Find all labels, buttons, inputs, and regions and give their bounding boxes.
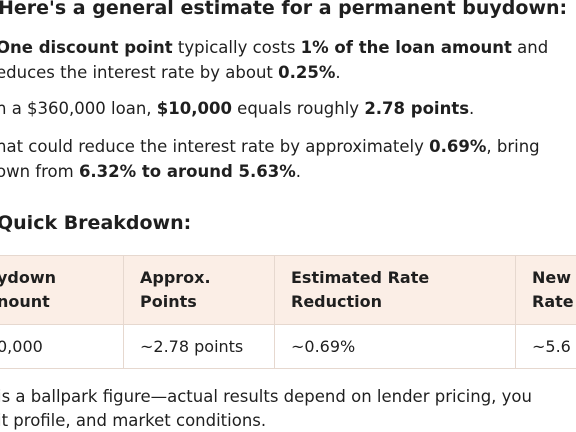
header-text: Estimated Rate (291, 268, 430, 287)
header-cell: ydown nount (0, 255, 124, 325)
bold-text: One discount point (0, 38, 173, 57)
bold-text: 0.69% (429, 137, 487, 156)
text: . (295, 162, 302, 181)
section-title: Quick Breakdown: (0, 212, 192, 234)
text-line: own from 6.32% to around 5.63%. (0, 162, 301, 181)
table-cell: ~2.78 points (123, 324, 275, 369)
text: equals roughly (231, 99, 365, 118)
header-cell: Approx. Points (123, 255, 275, 325)
table-cell: ~5.6 (515, 324, 576, 369)
header-cell: Estimated Rate Reduction (274, 255, 516, 325)
bold-text: 0.25% (278, 63, 336, 82)
text: own from (0, 162, 79, 181)
text-line: hat could reduce the interest rate by ap… (0, 137, 540, 156)
header-cell: New Rate (515, 255, 576, 325)
text-line: educes the interest rate by about 0.25%. (0, 63, 341, 82)
header-text: Points (140, 292, 197, 311)
text: . (469, 99, 475, 118)
header-text: Reduction (291, 292, 383, 311)
footer-line: it profile, and market conditions. (0, 411, 267, 430)
text: , bring (486, 137, 540, 156)
table-cell: 0,000 (0, 324, 124, 369)
header-text: nount (0, 292, 50, 311)
text-line: One discount point typically costs 1% of… (0, 38, 548, 57)
text: typically costs (172, 38, 301, 57)
text-line: n a $360,000 loan, $10,000 equals roughl… (0, 99, 474, 118)
text: and (511, 38, 549, 57)
table-row: 0,000 ~2.78 points ~0.69% ~5.6 (0, 324, 576, 369)
text: n a $360,000 loan, (0, 99, 157, 118)
bold-text: 1% of the loan amount (300, 38, 512, 57)
header-text: New (532, 268, 572, 287)
header-text: Approx. (140, 268, 211, 287)
footer-line: is a ballpark figure—actual results depe… (0, 387, 532, 406)
bold-text: 2.78 points (364, 99, 470, 118)
text: hat could reduce the interest rate by ap… (0, 137, 430, 156)
table-cell: ~0.69% (274, 324, 516, 369)
text: educes the interest rate by about (0, 63, 279, 82)
header-text: ydown (0, 268, 57, 287)
text: . (335, 63, 341, 82)
heading: Here's a general estimate for a permanen… (0, 0, 568, 19)
breakdown-table: ydown nount Approx. Points Estimated Rate Red… (0, 255, 576, 369)
header-text: Rate (532, 292, 574, 311)
bold-text: 6.32% to around 5.63% (78, 162, 296, 181)
bold-text: $10,000 (156, 99, 232, 118)
